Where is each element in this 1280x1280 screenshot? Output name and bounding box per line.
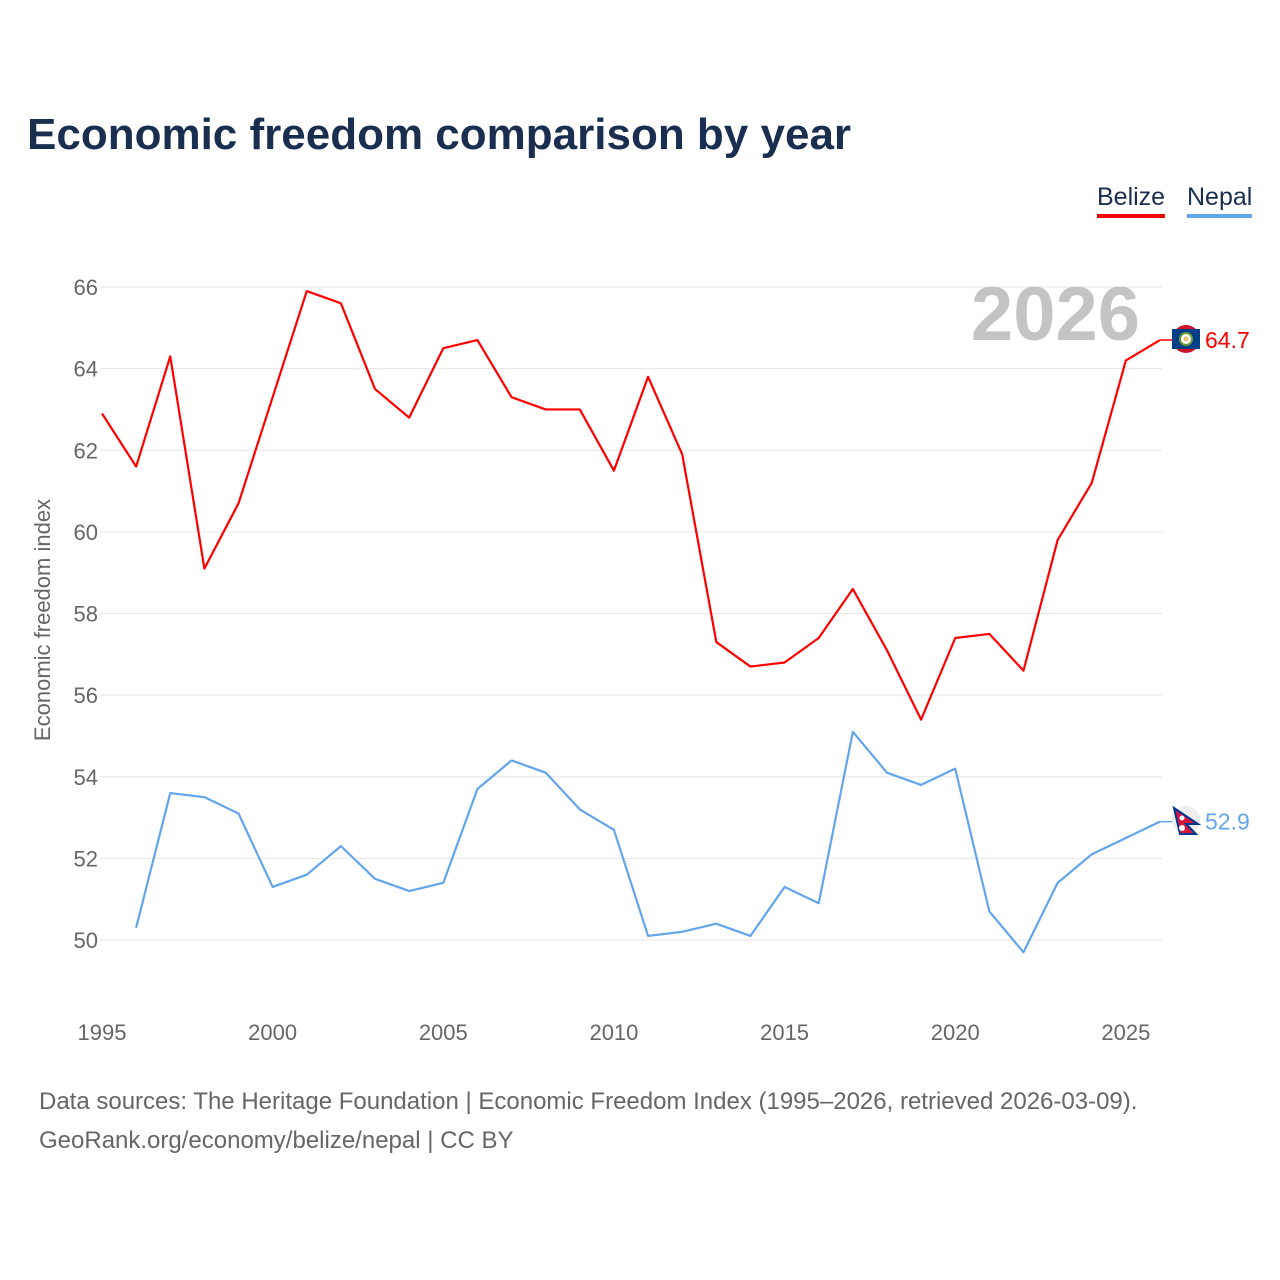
end-value-label-nepal: 52.9 (1205, 809, 1250, 835)
footer-sources: Data sources: The Heritage Foundation | … (39, 1088, 1138, 1115)
y-tick-label: 60 (74, 520, 98, 545)
series-line-belize[interactable] (101, 289, 1161, 721)
series-line-nepal[interactable] (135, 730, 1161, 954)
y-tick-label: 50 (74, 928, 98, 953)
nepal-flag-icon (1172, 805, 1202, 835)
chart-title: Economic freedom comparison by year (27, 110, 852, 159)
legend-nepal[interactable]: Nepal (1187, 183, 1253, 218)
y-tick-label: 62 (74, 438, 98, 463)
x-tick-label: 1995 (78, 1020, 127, 1045)
y-tick-label: 56 (74, 683, 98, 708)
legend-belize[interactable]: Belize (1097, 183, 1166, 218)
x-tick-label: 2005 (419, 1020, 468, 1045)
belize-flag-icon (1172, 325, 1200, 353)
footer-credit: GeoRank.org/economy/belize/nepal | CC BY (39, 1127, 514, 1154)
y-axis-label: Economic freedom index (30, 499, 55, 741)
y-tick-label: 54 (74, 765, 98, 790)
x-tick-label: 2010 (589, 1020, 638, 1045)
x-tick-label: 2000 (248, 1020, 297, 1045)
y-tick-label: 64 (74, 357, 98, 382)
year-watermark: 2026 (971, 272, 1140, 357)
y-tick-label: 66 (74, 275, 98, 300)
y-tick-label: 58 (74, 602, 98, 627)
x-tick-label: 2020 (931, 1020, 980, 1045)
y-tick-label: 52 (74, 846, 98, 871)
x-tick-label: 2025 (1101, 1020, 1150, 1045)
end-value-label-belize: 64.7 (1205, 327, 1250, 353)
x-tick-label: 2015 (760, 1020, 809, 1045)
